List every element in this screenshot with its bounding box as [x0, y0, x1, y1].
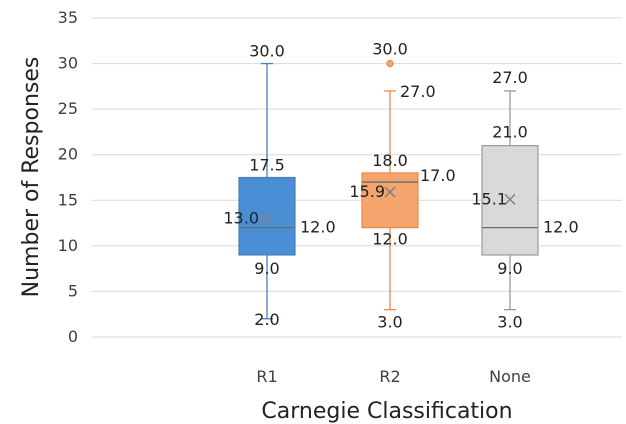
y-tick-label: 25 [58, 99, 78, 118]
data-label-q1: 12.0 [372, 230, 408, 249]
data-label-max: 30.0 [249, 42, 285, 61]
y-tick-label: 15 [58, 190, 78, 209]
y-tick-label: 5 [68, 281, 78, 300]
data-labels: 30.0 17.5 13.0 12.0 9.0 2.0 30.0 27.0 18.0 15.9 17… [223, 40, 578, 332]
x-axis-ticks: R1 R2 None [256, 367, 531, 386]
mean-marker [261, 212, 273, 225]
y-tick-label: 30 [58, 54, 78, 73]
data-label-q3: 17.5 [249, 156, 285, 175]
x-axis-title: Carnegie Classification [261, 399, 512, 424]
data-label-q1: 9.0 [254, 259, 279, 278]
data-label-median: 12.0 [543, 218, 579, 237]
data-label-min: 3.0 [377, 313, 402, 332]
data-label-max: 27.0 [400, 82, 436, 101]
gridlines [92, 17, 622, 338]
y-axis-title: Number of Responses [19, 57, 44, 298]
data-label-q1: 9.0 [497, 259, 522, 278]
data-label-q3: 21.0 [492, 123, 528, 142]
data-label-min: 3.0 [497, 313, 522, 332]
y-axis-ticks: 0 5 10 15 20 25 30 35 [58, 8, 78, 346]
data-label-q3: 18.0 [372, 151, 408, 170]
y-tick-label: 20 [58, 145, 78, 164]
x-tick-label: R1 [256, 367, 277, 386]
mean-marker [504, 193, 516, 205]
data-label-mean: 13.0 [223, 209, 259, 228]
data-label-outlier: 30.0 [372, 40, 408, 59]
box-r1 [238, 176, 296, 256]
data-label-mean: 15.1 [471, 189, 507, 208]
outlier-point [386, 59, 394, 68]
data-label-median: 12.0 [300, 218, 336, 237]
data-label-median: 17.0 [420, 166, 456, 185]
y-tick-label: 0 [68, 327, 78, 346]
data-label-min: 2.0 [254, 310, 279, 329]
box-series [238, 59, 539, 320]
x-tick-label: R2 [379, 367, 400, 386]
x-tick-label: None [489, 367, 531, 386]
y-tick-label: 35 [58, 8, 78, 27]
y-tick-label: 10 [58, 236, 78, 255]
mean-marker [384, 186, 396, 198]
data-label-max: 27.0 [492, 68, 528, 87]
data-label-mean: 15.9 [349, 182, 385, 201]
